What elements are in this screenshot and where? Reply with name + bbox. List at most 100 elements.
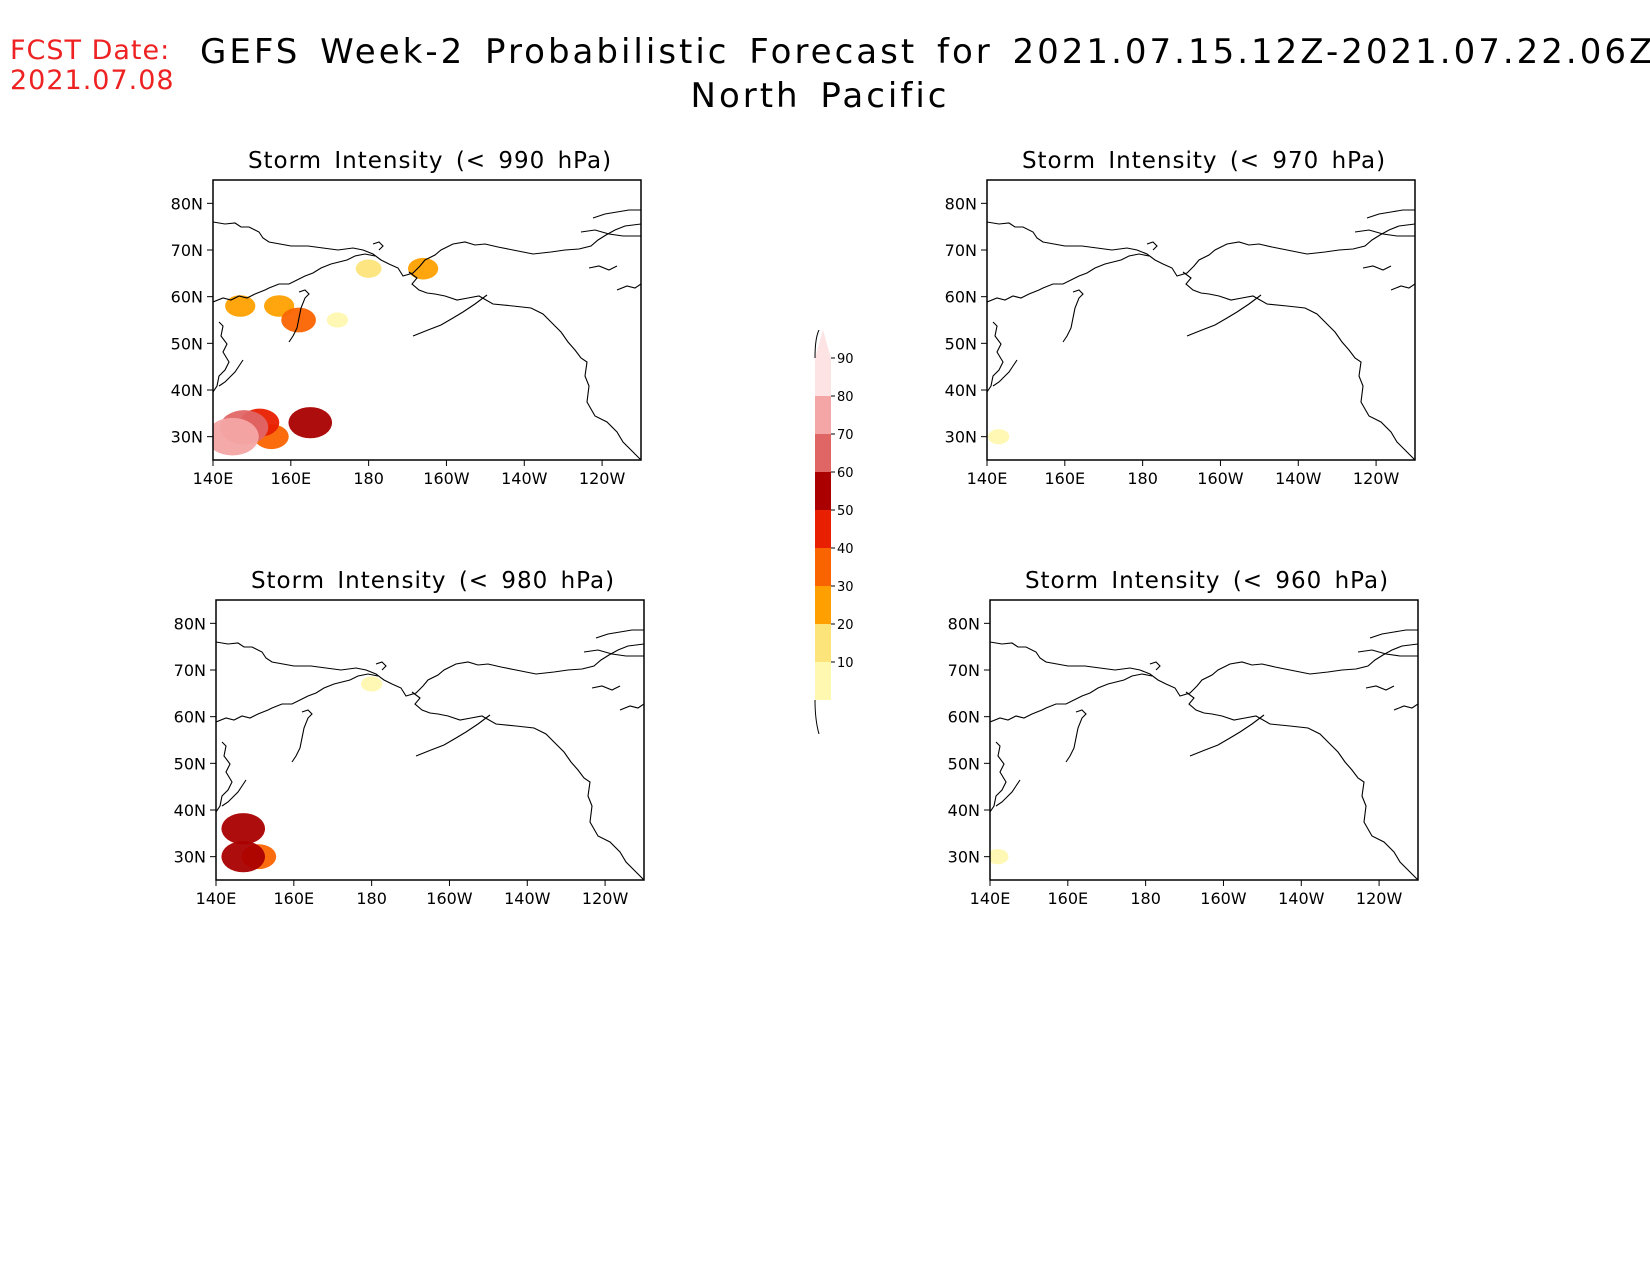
lon-tick-label: 180 xyxy=(353,469,384,488)
coastlines xyxy=(990,629,1418,880)
lon-tick-label: 140E xyxy=(970,889,1011,908)
coastline xyxy=(288,289,310,343)
probability-areas xyxy=(221,676,383,873)
colorbar-swatch xyxy=(815,624,831,662)
map-panel-970: Storm Intensity (< 970 hPa) 80N 70N 60N 50N… xyxy=(934,140,1474,520)
coastline xyxy=(1149,661,1161,671)
coastline xyxy=(216,741,233,813)
lon-tick-label: 120W xyxy=(579,469,626,488)
lon-tick-label: 120W xyxy=(582,889,629,908)
lon-tick-label: 140W xyxy=(504,889,551,908)
lat-tick-label: 60N xyxy=(174,708,206,727)
lon-tick-label: 160E xyxy=(270,469,311,488)
coastline xyxy=(216,673,379,723)
lat-tick-label: 30N xyxy=(171,428,203,447)
coastline xyxy=(216,641,644,697)
coastline xyxy=(1390,283,1415,291)
coastline xyxy=(588,265,618,271)
probability-area xyxy=(990,849,1009,865)
forecast-date-block: FCST Date: 2021.07.08 xyxy=(10,36,175,96)
coastline xyxy=(1357,649,1418,657)
coastline xyxy=(616,283,641,291)
coastline xyxy=(411,691,644,880)
title-line-1: GEFS Week-2 Probabilistic Forecast for 2… xyxy=(200,32,1650,72)
lat-tick-label: 50N xyxy=(171,334,203,353)
coastline xyxy=(1366,209,1415,219)
coastline xyxy=(987,221,1415,277)
panel-title: Storm Intensity (< 990 hPa) xyxy=(247,148,613,174)
coastline xyxy=(1362,265,1392,271)
coastline xyxy=(1186,294,1262,337)
coastline xyxy=(412,294,488,337)
lat-tick-label: 50N xyxy=(948,754,980,773)
lat-tick-label: 80N xyxy=(171,194,203,213)
map-svg: 80N 70N 60N 50N 40N 30N 140E 160E 180 160W 140W 120… xyxy=(948,599,1419,908)
lat-tick-label: 60N xyxy=(171,288,203,307)
probability-area xyxy=(988,429,1010,445)
coastline xyxy=(372,241,384,251)
forecast-date-value: 2021.07.08 xyxy=(10,65,175,96)
coastline xyxy=(1369,629,1418,639)
coastline xyxy=(990,673,1153,723)
coastline xyxy=(213,221,641,277)
probability-area xyxy=(221,841,266,873)
lat-tick-label: 30N xyxy=(945,428,977,447)
lat-tick-label: 50N xyxy=(174,754,206,773)
colorbar-swatch xyxy=(815,396,831,434)
lat-tick-label: 30N xyxy=(948,848,980,867)
colorbar-label: 70 xyxy=(837,428,854,443)
lat-tick-label: 70N xyxy=(171,241,203,260)
coastline xyxy=(221,779,247,807)
coastline xyxy=(987,253,1150,303)
coastline xyxy=(408,271,641,460)
colorbar-swatch xyxy=(815,586,831,624)
panel-title: Storm Intensity (< 960 hPa) xyxy=(1024,568,1390,594)
probability-areas xyxy=(990,849,1009,865)
page-title: GEFS Week-2 Probabilistic Forecast for 2… xyxy=(200,30,1650,118)
lon-tick-label: 160E xyxy=(273,889,314,908)
coastline xyxy=(218,359,244,387)
lat-tick-label: 80N xyxy=(945,194,977,213)
color-bar: 90 80 70 60 50 40 30 20 10 xyxy=(814,330,854,735)
probability-areas xyxy=(213,257,439,456)
coastline xyxy=(213,253,376,303)
probability-area xyxy=(288,407,333,439)
lon-tick-label: 160W xyxy=(1200,889,1247,908)
lon-tick-label: 160W xyxy=(1197,469,1244,488)
probability-areas xyxy=(988,429,1010,445)
lon-tick-label: 160W xyxy=(423,469,470,488)
colorbar-swatch xyxy=(815,548,831,586)
coastline xyxy=(291,709,313,763)
lon-tick-label: 120W xyxy=(1353,469,1400,488)
lon-tick-label: 140W xyxy=(1278,889,1325,908)
coastlines xyxy=(216,629,644,880)
probability-area xyxy=(355,259,382,278)
colorbar-label: 50 xyxy=(837,504,854,519)
lon-tick-label: 160E xyxy=(1047,889,1088,908)
coastlines xyxy=(987,209,1415,460)
coastline xyxy=(583,649,644,657)
title-line-2: North Pacific xyxy=(690,76,950,116)
coastline xyxy=(592,209,641,219)
probability-area xyxy=(326,312,349,328)
map-svg: 80N 70N 60N 50N 40N 30N 140E 160E 180 160W 140W 120… xyxy=(174,599,645,908)
coastline xyxy=(990,741,1007,813)
map-frame xyxy=(212,179,642,461)
coastline xyxy=(1146,241,1158,251)
lon-tick-label: 180 xyxy=(1130,889,1161,908)
lat-tick-label: 30N xyxy=(174,848,206,867)
lon-tick-label: 120W xyxy=(1356,889,1403,908)
coastline xyxy=(987,321,1004,393)
lat-tick-label: 60N xyxy=(945,288,977,307)
coastline xyxy=(1365,685,1395,691)
lon-tick-label: 140W xyxy=(501,469,548,488)
lat-tick-label: 40N xyxy=(174,801,206,820)
map-frame xyxy=(215,599,645,881)
map-panel-990: Storm Intensity (< 990 hPa) 80N 70N 60N 50N… xyxy=(160,140,700,520)
probability-area xyxy=(407,257,439,280)
lat-tick-label: 70N xyxy=(174,661,206,680)
coastline xyxy=(1189,714,1265,757)
lat-tick-label: 50N xyxy=(945,334,977,353)
colorbar-swatch xyxy=(815,434,831,472)
lat-tick-label: 40N xyxy=(171,381,203,400)
